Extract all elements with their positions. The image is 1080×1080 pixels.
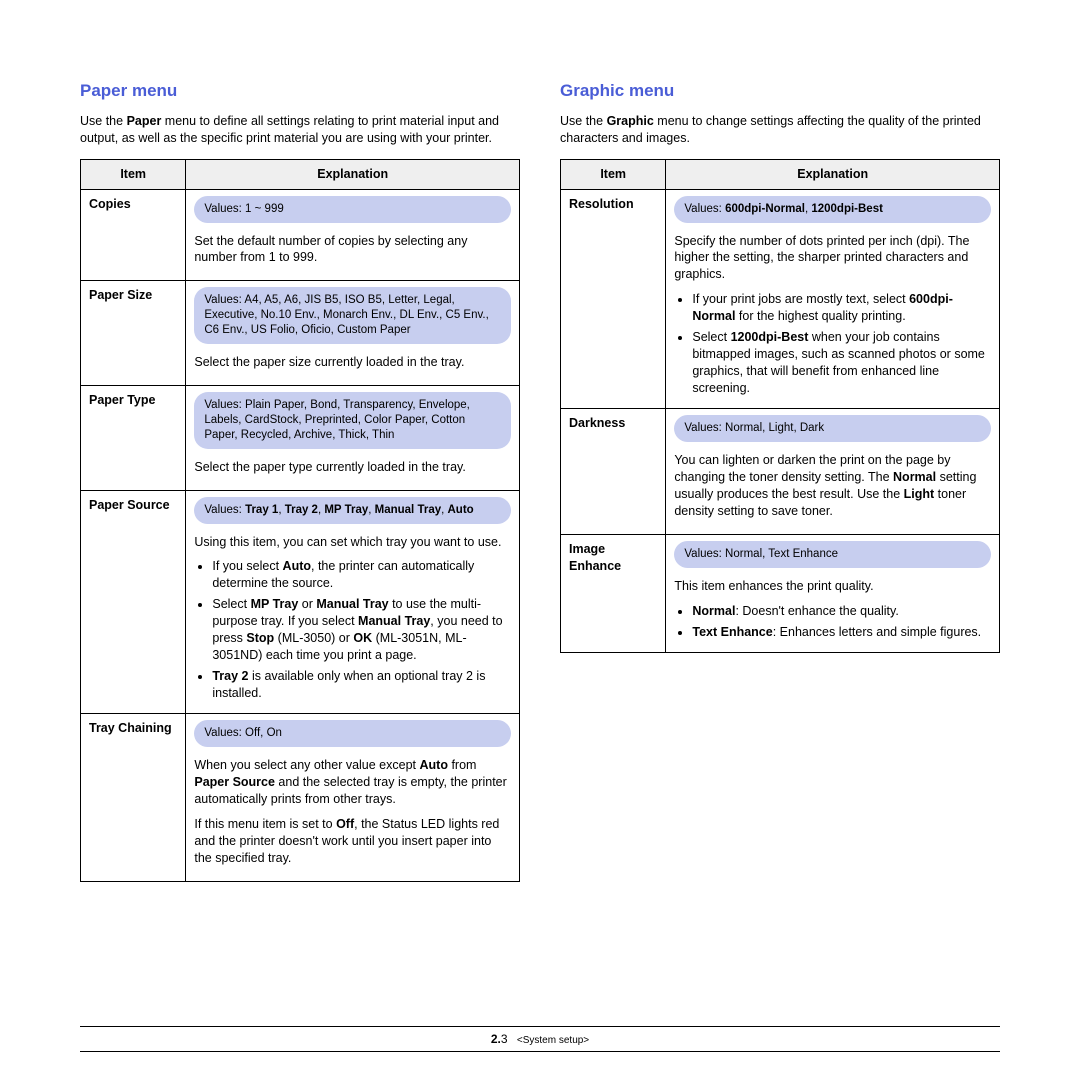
imge-bul1: Normal: Doesn't enhance the quality. (692, 603, 991, 620)
res-bul1: If your print jobs are mostly text, sele… (692, 291, 991, 325)
res-bullets: If your print jobs are mostly text, sele… (674, 291, 991, 396)
right-column: Graphic menu Use the Graphic menu to cha… (560, 80, 1000, 882)
psource-bul2: Select MP Tray or Manual Tray to use the… (212, 596, 511, 664)
page-body: Paper menu Use the Paper menu to define … (0, 0, 1080, 882)
paper-menu-table: Item Explanation Copies Values: 1 ~ 999 … (80, 159, 520, 882)
row-dark-item: Darkness (561, 409, 666, 534)
row-imge-item: Image Enhance (561, 534, 666, 653)
th-explanation-r: Explanation (666, 159, 1000, 189)
row-dark-expl: Values: Normal, Light, Dark You can ligh… (666, 409, 1000, 534)
row-res-item: Resolution (561, 189, 666, 409)
psource-bul1: If you select Auto, the printer can auto… (212, 558, 511, 592)
row-copies-expl: Values: 1 ~ 999 Set the default number o… (186, 189, 520, 281)
psource-bullets: If you select Auto, the printer can auto… (194, 558, 511, 701)
row-tchain-expl: Values: Off, On When you select any othe… (186, 714, 520, 881)
psize-desc: Select the paper size currently loaded i… (194, 354, 511, 371)
graphic-menu-title: Graphic menu (560, 80, 1000, 103)
graphic-menu-intro: Use the Graphic menu to change settings … (560, 113, 1000, 147)
th-explanation: Explanation (186, 159, 520, 189)
graphic-menu-table: Item Explanation Resolution Values: 600d… (560, 159, 1000, 654)
row-res-expl: Values: 600dpi-Normal, 1200dpi-Best Spec… (666, 189, 1000, 409)
psource-values-pill: Values: Tray 1, Tray 2, MP Tray, Manual … (194, 497, 511, 524)
footer-chapter: <System setup> (517, 1035, 589, 1046)
dark-values-pill: Values: Normal, Light, Dark (674, 415, 991, 442)
tchain-p1: When you select any other value except A… (194, 757, 511, 808)
res-desc: Specify the number of dots printed per i… (674, 233, 991, 284)
copies-values-pill: Values: 1 ~ 999 (194, 196, 511, 223)
ptype-desc: Select the paper type currently loaded i… (194, 459, 511, 476)
imge-bul2: Text Enhance: Enhances letters and simpl… (692, 624, 991, 641)
row-psize-expl: Values: A4, A5, A6, JIS B5, ISO B5, Lett… (186, 281, 520, 386)
th-item: Item (81, 159, 186, 189)
row-imge-expl: Values: Normal, Text Enhance This item e… (666, 534, 1000, 653)
res-bul2: Select 1200dpi-Best when your job contai… (692, 329, 991, 397)
row-ptype-item: Paper Type (81, 385, 186, 490)
th-item-r: Item (561, 159, 666, 189)
psize-values-pill: Values: A4, A5, A6, JIS B5, ISO B5, Lett… (194, 287, 511, 344)
psource-bul3: Tray 2 is available only when an optiona… (212, 668, 511, 702)
page-footer: 2.3 <System setup> (80, 1026, 1000, 1053)
imge-values-pill: Values: Normal, Text Enhance (674, 541, 991, 568)
imge-bullets: Normal: Doesn't enhance the quality. Tex… (674, 603, 991, 641)
row-tchain-item: Tray Chaining (81, 714, 186, 881)
paper-menu-intro: Use the Paper menu to define all setting… (80, 113, 520, 147)
row-psize-item: Paper Size (81, 281, 186, 386)
row-psource-expl: Values: Tray 1, Tray 2, MP Tray, Manual … (186, 490, 520, 714)
res-values-pill: Values: 600dpi-Normal, 1200dpi-Best (674, 196, 991, 223)
tchain-values-pill: Values: Off, On (194, 720, 511, 747)
row-psource-item: Paper Source (81, 490, 186, 714)
imge-desc: This item enhances the print quality. (674, 578, 991, 595)
ptype-values-pill: Values: Plain Paper, Bond, Transparency,… (194, 392, 511, 449)
row-ptype-expl: Values: Plain Paper, Bond, Transparency,… (186, 385, 520, 490)
copies-desc: Set the default number of copies by sele… (194, 233, 511, 267)
dark-p: You can lighten or darken the print on t… (674, 452, 991, 520)
left-column: Paper menu Use the Paper menu to define … (80, 80, 520, 882)
tchain-p2: If this menu item is set to Off, the Sta… (194, 816, 511, 867)
row-copies-item: Copies (81, 189, 186, 281)
psource-desc: Using this item, you can set which tray … (194, 534, 511, 551)
paper-menu-title: Paper menu (80, 80, 520, 103)
